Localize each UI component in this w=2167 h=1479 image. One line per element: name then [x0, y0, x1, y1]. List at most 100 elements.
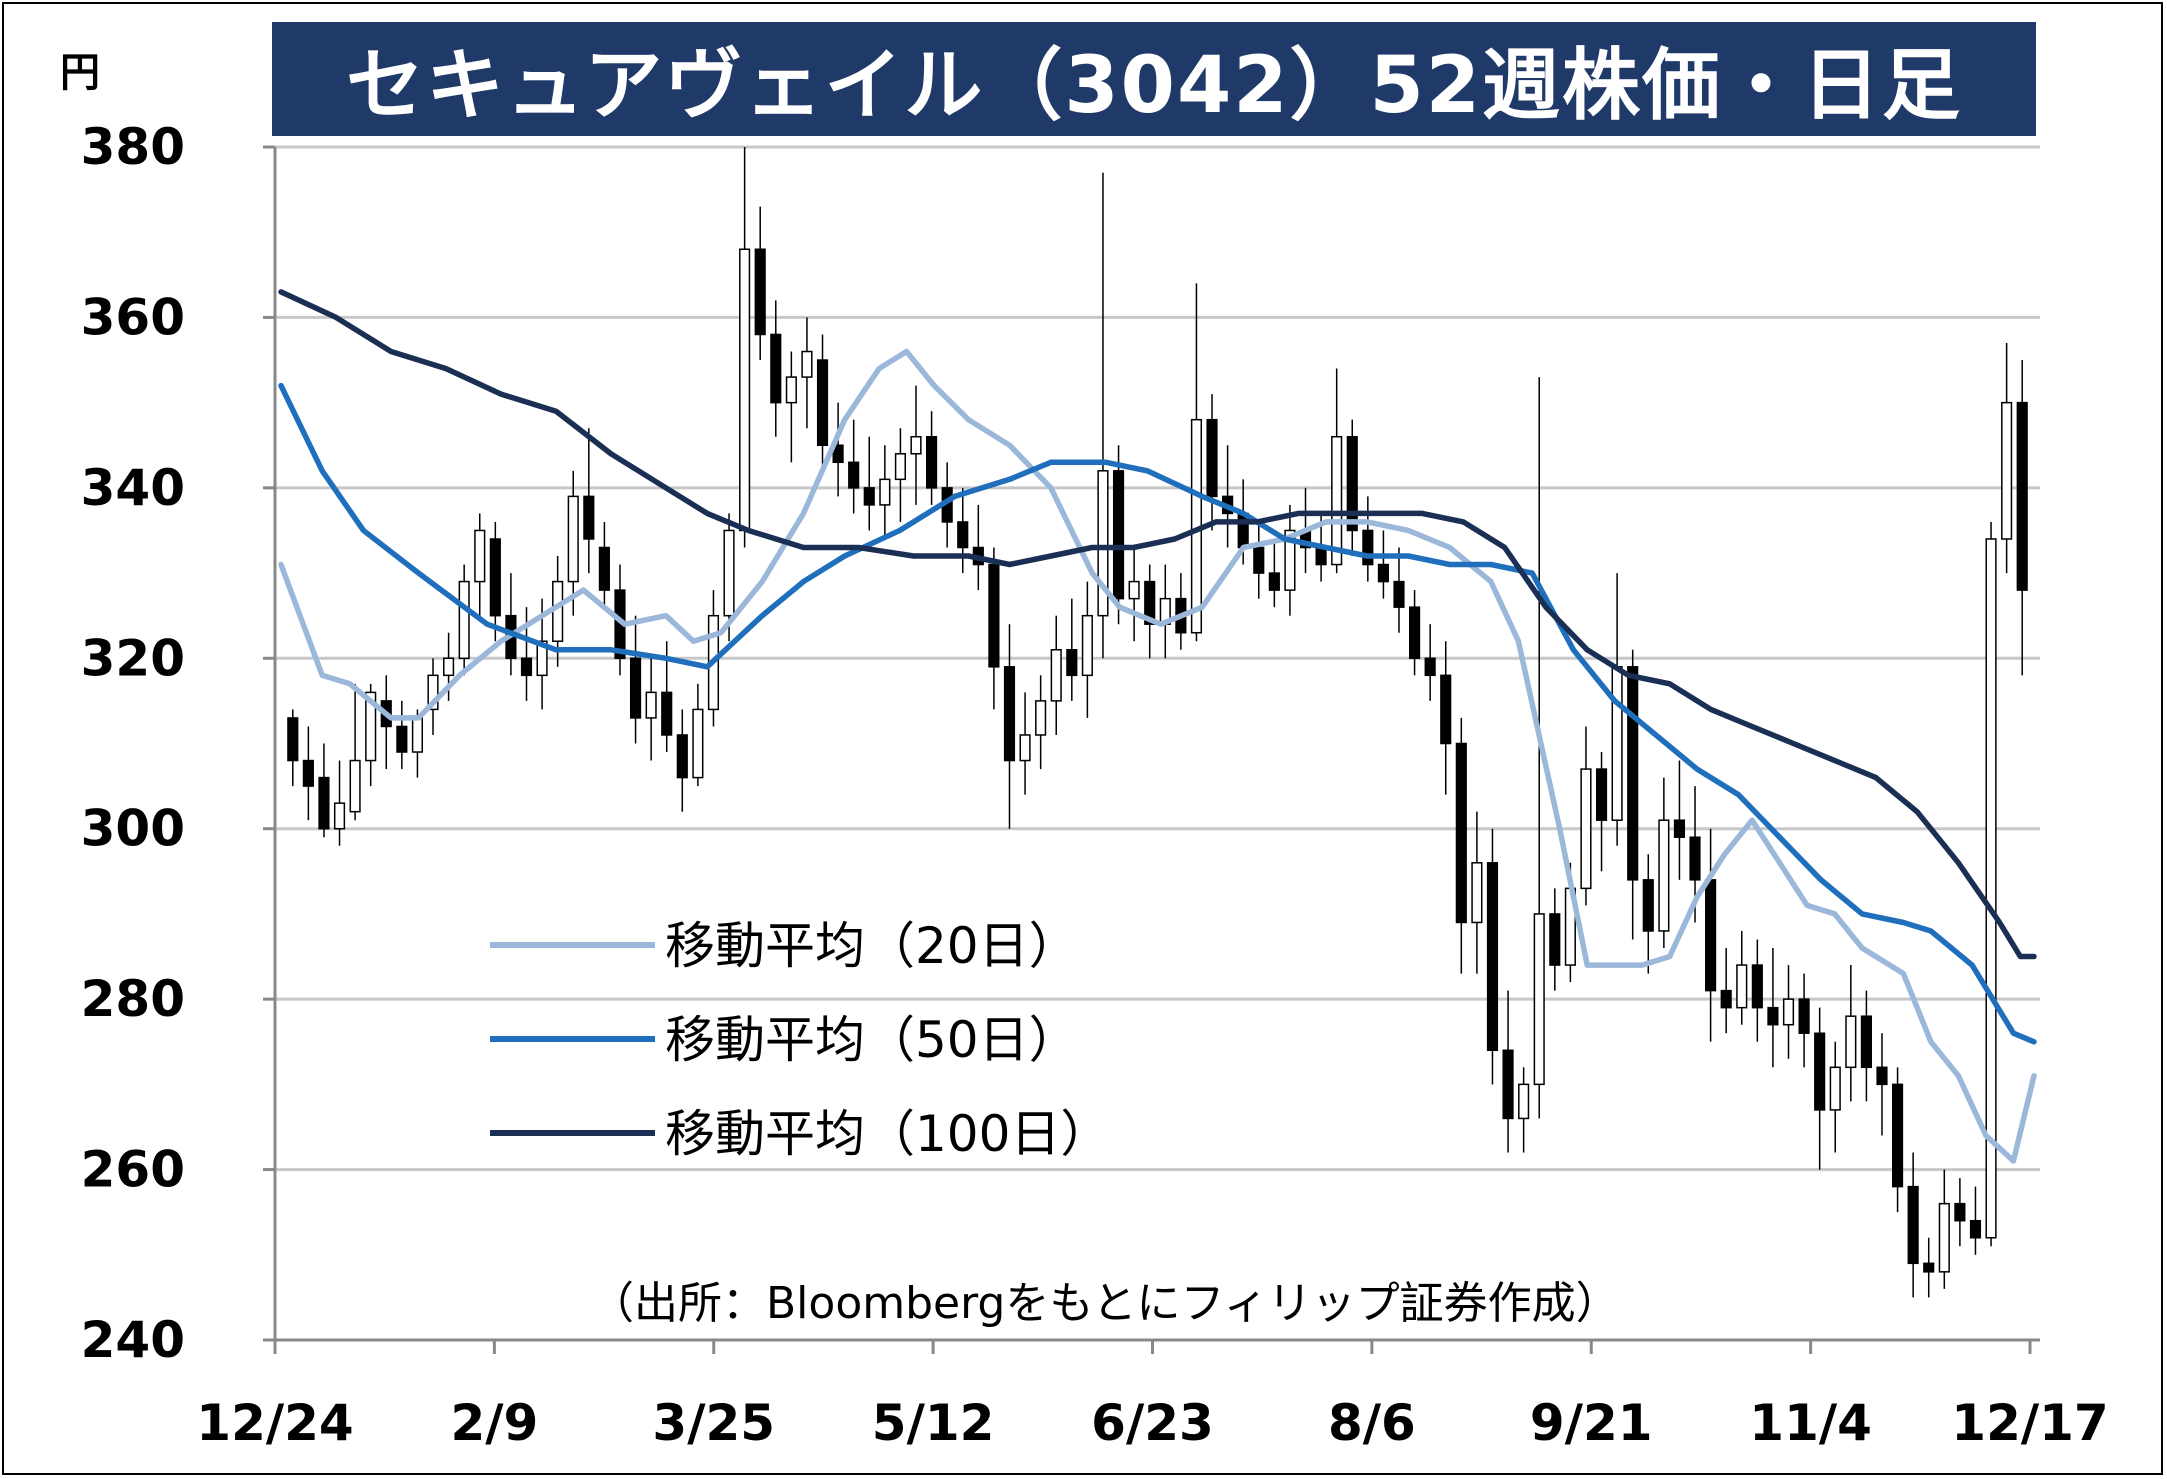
- candle-body: [1284, 529, 1296, 591]
- candle-body: [1206, 418, 1218, 498]
- candle-body: [801, 350, 813, 378]
- candle-body: [785, 376, 797, 404]
- candle-body: [1128, 580, 1140, 600]
- candle-body: [1471, 862, 1483, 924]
- candle-body: [1891, 1083, 1904, 1188]
- x-tick-labels: 12/24 2/9 3/25 5/12 6/23 8/6 9/21 11/4 12/17: [196, 1340, 2109, 1452]
- candle-body: [1408, 606, 1421, 660]
- candle-body: [474, 529, 486, 583]
- candle-body: [1798, 998, 1810, 1034]
- candle-body: [1097, 470, 1109, 617]
- y-tick-label: 340: [81, 459, 185, 517]
- candle-body: [1876, 1066, 1888, 1086]
- candle-body: [1705, 879, 1717, 992]
- y-unit-label: 円: [60, 50, 100, 96]
- candle-body: [427, 674, 439, 711]
- candle-body: [1611, 666, 1623, 821]
- x-tick-label: 8/6: [1328, 1394, 1416, 1452]
- legend: 移動平均（20日） 移動平均（50日） 移動平均（100日）: [490, 917, 1110, 1163]
- candle-body: [536, 640, 548, 677]
- candle-body: [443, 657, 455, 677]
- candlesticks: [287, 147, 2028, 1298]
- candle-body: [1580, 768, 1592, 890]
- candle-body: [489, 538, 501, 617]
- x-tick-label: 12/24: [196, 1394, 353, 1452]
- candle-body: [926, 435, 938, 489]
- candle-body: [1782, 998, 1795, 1026]
- candle-body: [349, 759, 361, 813]
- y-tick-labels: 240 260 280 300 320 340 360 380: [81, 118, 185, 1369]
- series-line-2: [278, 382, 2037, 1045]
- candle-body: [1502, 1049, 1514, 1120]
- x-tick-label: 9/21: [1530, 1394, 1653, 1452]
- candle-body: [1112, 470, 1125, 600]
- candle-body: [770, 333, 782, 404]
- legend-label: 移動平均（20日）: [665, 917, 1079, 975]
- candle-body: [1518, 1083, 1530, 1120]
- candle-body: [629, 657, 642, 719]
- y-tick-label: 320: [81, 629, 185, 687]
- candle-body: [1845, 1015, 1857, 1069]
- chart-title: セキュアヴェイル（3042）52週株価・日足: [272, 22, 2036, 136]
- candle-body: [1985, 538, 1997, 1239]
- candle-body: [1081, 614, 1093, 677]
- candle-body: [1331, 435, 1343, 566]
- candle-body: [1736, 964, 1748, 1009]
- candle-body: [910, 435, 922, 455]
- candle-body: [1393, 580, 1405, 608]
- candle-body: [863, 487, 875, 506]
- candle-body: [816, 359, 829, 446]
- x-tick-label: 11/4: [1749, 1394, 1872, 1452]
- candle-body: [1050, 649, 1062, 702]
- candle-body: [2001, 401, 2013, 540]
- candle-body: [957, 521, 969, 549]
- candle-body: [1268, 572, 1280, 591]
- candle-body: [1595, 768, 1608, 821]
- candle-body: [1346, 435, 1358, 532]
- series-line-3: [278, 289, 2037, 960]
- candle-body: [1954, 1202, 1966, 1222]
- candle-body: [1455, 742, 1467, 924]
- candle-body: [1751, 964, 1763, 1009]
- candle-body: [365, 691, 377, 762]
- candle-body: [520, 657, 533, 677]
- candle-body: [1627, 666, 1639, 881]
- candle-body: [2016, 401, 2028, 591]
- candle-body: [1533, 913, 1545, 1086]
- candle-body: [1253, 546, 1265, 574]
- candle-body: [1689, 836, 1701, 881]
- candle-body: [333, 802, 346, 830]
- candle-body: [661, 691, 673, 736]
- candle-body: [879, 478, 891, 506]
- x-tick-label: 6/23: [1091, 1394, 1214, 1452]
- candle-body: [567, 495, 579, 583]
- candle-body: [692, 708, 704, 779]
- x-tick-label: 3/25: [652, 1394, 775, 1452]
- candle-body: [832, 444, 844, 464]
- candle-body: [1315, 546, 1327, 566]
- y-tick-label: 240: [81, 1311, 185, 1369]
- candle-body: [676, 734, 688, 779]
- candle-body: [396, 725, 408, 753]
- candle-body: [583, 495, 595, 540]
- candle-body: [894, 453, 907, 481]
- source-note: （出所：Bloombergをもとにフィリップ証券作成）: [590, 1278, 1620, 1329]
- candle-body: [1035, 700, 1047, 736]
- candle-body: [1938, 1202, 1950, 1273]
- candle-body: [1907, 1185, 1919, 1265]
- legend-label: 移動平均（100日）: [665, 1105, 1110, 1163]
- y-tick-label: 360: [81, 288, 185, 346]
- candle-body: [1969, 1219, 1982, 1239]
- candle-body: [1767, 1006, 1779, 1026]
- y-tick-label: 300: [81, 800, 185, 858]
- candle-body: [1440, 674, 1452, 745]
- y-tick-label: 380: [81, 118, 185, 176]
- candle-body: [1486, 862, 1499, 1052]
- moving-average-lines: [278, 289, 2037, 1164]
- candle-body: [318, 776, 330, 830]
- candle-body: [1019, 734, 1031, 762]
- candle-body: [1814, 1032, 1826, 1111]
- candle-body: [1720, 989, 1732, 1009]
